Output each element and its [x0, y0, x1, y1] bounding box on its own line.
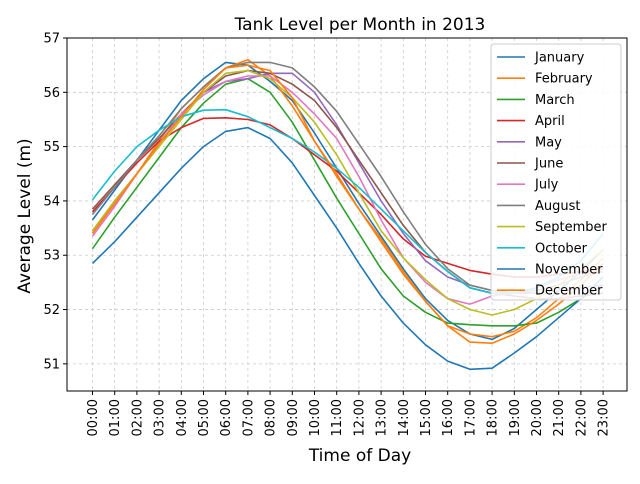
x-tick-label: 02:00	[130, 399, 145, 436]
x-tick-label: 00:00	[86, 399, 101, 436]
x-tick-label: 13:00	[375, 399, 390, 436]
y-tick-label: 55	[43, 140, 60, 155]
legend-label-december: December	[535, 284, 603, 299]
x-tick-label: 06:00	[219, 399, 234, 436]
legend-label-october: October	[535, 241, 588, 256]
series-line-march	[91, 77, 604, 327]
legend-label-june: June	[534, 157, 563, 172]
x-tick-label: 14:00	[397, 399, 412, 436]
x-tick-label: 09:00	[286, 399, 301, 436]
y-axis: 51 52 53 54 55 56 57	[43, 32, 67, 372]
y-tick-label: 56	[43, 86, 60, 101]
legend-label-november: November	[535, 263, 603, 278]
legend-label-february: February	[535, 72, 593, 87]
legend-box	[490, 43, 622, 301]
y-tick-label: 57	[43, 32, 60, 47]
x-tick-label: 04:00	[175, 399, 190, 436]
x-tick-label: 23:00	[597, 399, 612, 436]
legend: January February March April May June July Augu…	[490, 43, 622, 301]
x-tick-label: 05:00	[197, 399, 212, 436]
x-tick-label: 08:00	[264, 399, 279, 436]
chart-title: Tank Level per Month in 2013	[234, 15, 486, 35]
x-tick-label: 11:00	[330, 399, 345, 436]
legend-label-august: August	[535, 199, 581, 214]
x-tick-label: 16:00	[441, 399, 456, 436]
x-tick-label: 15:00	[419, 399, 434, 436]
series-line-november	[91, 126, 604, 371]
y-tick-label: 54	[43, 194, 60, 209]
series-line-september	[91, 69, 604, 316]
y-tick-label: 52	[43, 303, 60, 318]
legend-label-may: May	[535, 135, 562, 150]
x-tick-label: 19:00	[508, 399, 523, 436]
legend-label-january: January	[534, 51, 585, 66]
x-tick-label: 01:00	[108, 399, 123, 436]
series-line-december	[91, 64, 604, 345]
y-axis-label: Average Level (m)	[15, 138, 35, 293]
y-tick-label: 51	[43, 357, 60, 372]
legend-label-july: July	[534, 178, 559, 193]
x-tick-label: 22:00	[574, 399, 589, 436]
legend-label-march: March	[535, 93, 575, 108]
x-tick-label: 03:00	[153, 399, 168, 436]
x-tick-label: 10:00	[308, 399, 323, 436]
y-tick-label: 53	[43, 249, 60, 264]
x-tick-label: 12:00	[352, 399, 367, 436]
x-axis: 00:00 01:00 02:00 03:00 04:00 05:00 06:00 07:00…	[86, 391, 612, 436]
x-tick-label: 20:00	[530, 399, 545, 436]
x-tick-label: 21:00	[552, 399, 567, 436]
x-tick-label: 18:00	[486, 399, 501, 436]
x-axis-label: Time of Day	[308, 446, 411, 466]
legend-label-september: September	[535, 220, 608, 235]
x-tick-label: 17:00	[463, 399, 478, 436]
plot-frame	[66, 37, 628, 392]
legend-label-april: April	[535, 114, 565, 129]
x-tick-label: 07:00	[241, 399, 256, 436]
